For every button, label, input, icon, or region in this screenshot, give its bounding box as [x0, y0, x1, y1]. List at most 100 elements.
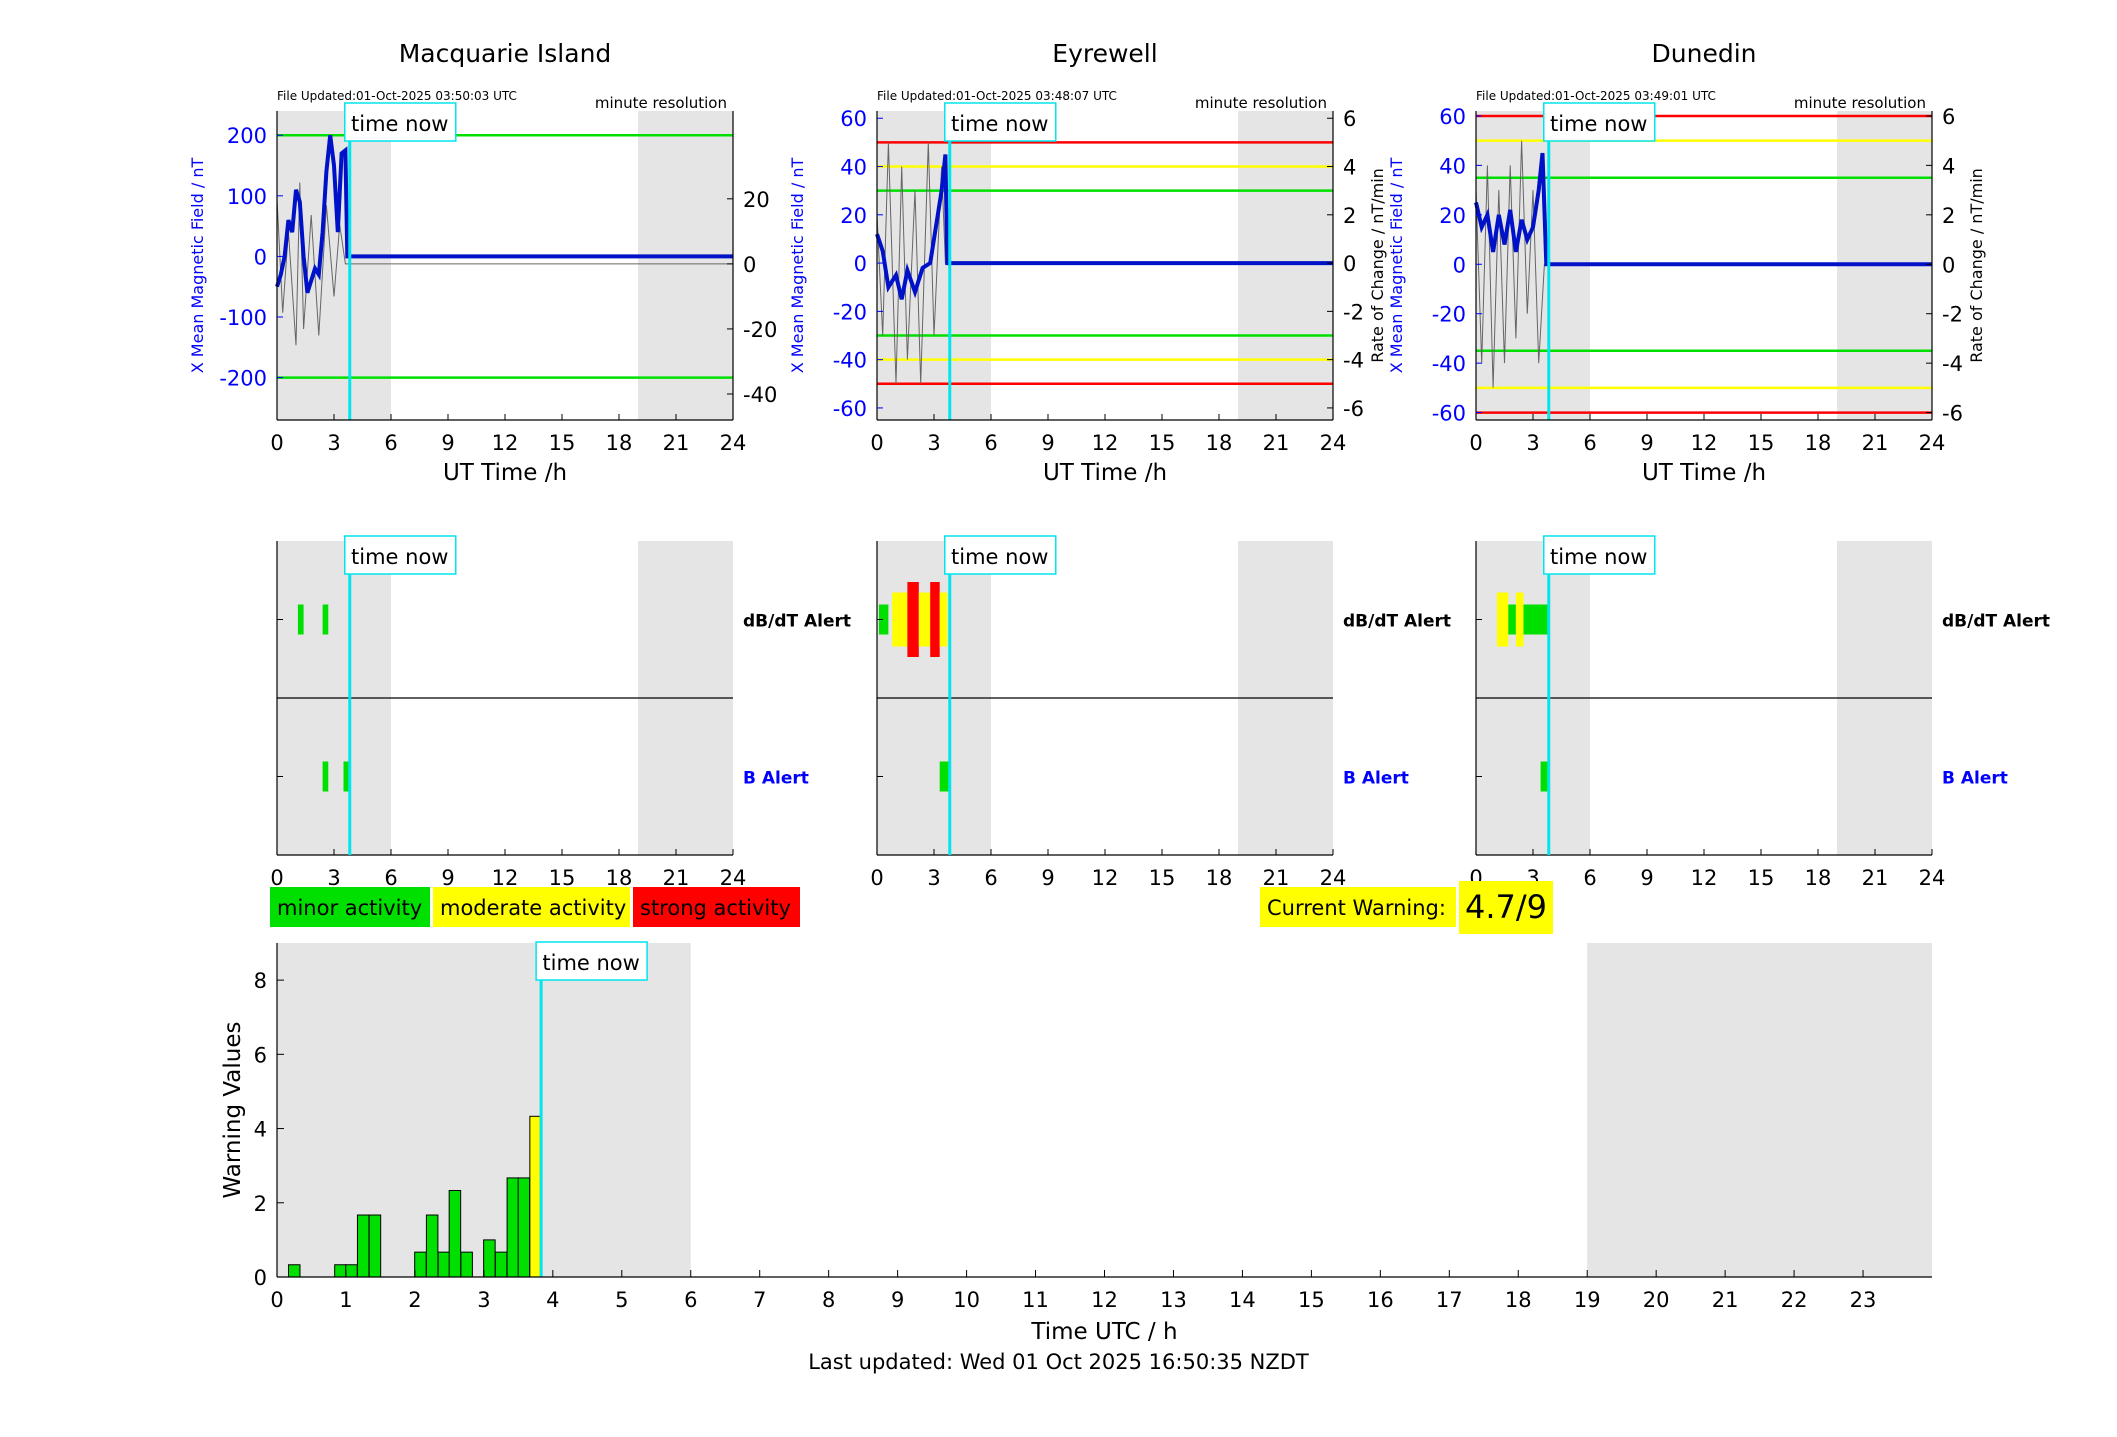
x-tick-label: 6 — [1583, 866, 1596, 890]
warning-bar — [425, 1214, 439, 1278]
right-tick-label: 0 — [1343, 252, 1356, 276]
right-tick-label: -40 — [743, 383, 777, 407]
shaded-region — [877, 111, 991, 420]
x-tick-label: 15 — [1149, 866, 1176, 890]
right-tick-label: 6 — [1343, 107, 1356, 131]
x-tick-label: 0 — [870, 431, 883, 455]
b-alert-bar — [322, 761, 329, 792]
warning-bar — [506, 1177, 520, 1278]
right-tick-label: 2 — [1343, 204, 1356, 228]
right-tick-label: 2 — [1942, 204, 1955, 228]
x-tick-label: 6 — [384, 866, 397, 890]
x-tick-label: 18 — [1805, 866, 1832, 890]
dbdt-alert-bar — [939, 592, 948, 647]
x-tick-label: 14 — [1229, 1288, 1256, 1312]
x-tick-label: 18 — [606, 866, 633, 890]
x-tick-label: 9 — [1640, 431, 1653, 455]
x-tick-label: 8 — [822, 1288, 835, 1312]
warning-bar — [460, 1251, 473, 1278]
b-alert-label: B Alert — [1343, 769, 1409, 789]
dbdt-alert-bar — [918, 592, 931, 647]
station-panel-1: Macquarie Island File Updated:01-Oct-2025… — [188, 39, 777, 486]
dbdt-alert-bar — [1523, 604, 1549, 635]
x-tick-label: 18 — [1505, 1288, 1532, 1312]
x-axis-label: UT Time /h — [1642, 460, 1766, 486]
left-axis-label: X Mean Magnetic Field / nT — [788, 158, 807, 374]
dbdt-alert-label: dB/dT Alert — [1942, 612, 2050, 632]
left-tick-label: 0 — [1453, 253, 1466, 277]
x-tick-label: 0 — [270, 866, 283, 890]
warning-bar — [517, 1177, 531, 1278]
legend-label: minor activity — [277, 896, 422, 920]
right-tick-label: -2 — [1343, 300, 1364, 324]
time-now-box — [344, 102, 457, 142]
rate-of-change-trace — [1475, 140, 1932, 388]
time-now-box — [1543, 102, 1656, 142]
x-tick-label: 0 — [270, 1288, 283, 1312]
left-axis-label: X Mean Magnetic Field / nT — [188, 158, 207, 374]
x-tick-label: 12 — [492, 431, 519, 455]
x-axis-label: Time UTC / h — [1030, 1319, 1177, 1345]
x-tick-label: 3 — [927, 866, 940, 890]
x-tick-label: 1 — [339, 1288, 352, 1312]
time-now-label: time now — [351, 112, 448, 136]
x-tick-label: 21 — [1862, 866, 1889, 890]
b-alert-bar — [343, 761, 351, 792]
x-axis-label: UT Time /h — [443, 460, 567, 486]
left-tick-label: 0 — [854, 252, 867, 276]
current-warning-value-box — [1459, 881, 1553, 934]
dbdt-alert-bar — [907, 582, 919, 657]
warning-bar — [448, 1190, 462, 1278]
left-tick-label: -20 — [1432, 303, 1466, 327]
dbdt-alert-bar — [322, 604, 329, 635]
right-tick-label: 4 — [1942, 154, 1955, 178]
shaded-region — [277, 943, 691, 1277]
y-tick-label: 4 — [254, 1118, 267, 1142]
right-tick-label: 0 — [1942, 253, 1955, 277]
x-tick-label: 21 — [1862, 431, 1889, 455]
rate-of-change-trace — [876, 142, 1333, 384]
x-tick-label: 15 — [1748, 866, 1775, 890]
dbdt-alert-bar — [1508, 604, 1516, 635]
dbdt-alert-bar — [930, 582, 940, 657]
current-warning-label: Current Warning: — [1267, 896, 1446, 920]
y-axis-label: Warning Values — [220, 1021, 246, 1198]
x-tick-label: 24 — [720, 431, 747, 455]
time-now-label: time now — [1550, 112, 1647, 136]
dbdt-alert-bar — [1515, 592, 1524, 647]
time-now-box — [944, 102, 1057, 142]
left-tick-label: 40 — [840, 156, 867, 180]
resolution-text: minute resolution — [1794, 94, 1926, 112]
file-updated-text: File Updated:01-Oct-2025 03:50:03 UTC — [277, 89, 517, 103]
x-tick-label: 4 — [546, 1288, 559, 1312]
right-axis-label: Rate of Change / nT/min — [1368, 168, 1387, 363]
right-tick-label: 6 — [1942, 105, 1955, 129]
right-tick-label: -6 — [1942, 402, 1963, 426]
left-tick-label: 40 — [1439, 154, 1466, 178]
x-tick-label: 21 — [1263, 866, 1290, 890]
x-tick-label: 0 — [870, 866, 883, 890]
field-trace — [875, 154, 1333, 300]
x-tick-label: 6 — [984, 866, 997, 890]
left-tick-label: 60 — [1439, 105, 1466, 129]
x-tick-label: 21 — [1263, 431, 1290, 455]
x-tick-label: 18 — [1805, 431, 1832, 455]
legend-moderate-activity — [433, 887, 630, 927]
legend-minor-activity — [270, 887, 430, 927]
dbdt-alert-label: dB/dT Alert — [1343, 612, 1451, 632]
dbdt-alert-label: dB/dT Alert — [743, 612, 851, 632]
x-tick-label: 9 — [1640, 866, 1653, 890]
left-tick-label: -60 — [1432, 402, 1466, 426]
warning-bar — [368, 1214, 382, 1278]
right-tick-label: 0 — [743, 253, 756, 277]
x-tick-label: 24 — [1320, 866, 1347, 890]
x-tick-label: 6 — [1583, 431, 1596, 455]
x-tick-label: 23 — [1850, 1288, 1877, 1312]
warning-bar — [287, 1264, 301, 1278]
y-tick-label: 0 — [254, 1266, 267, 1290]
x-tick-label: 9 — [1041, 431, 1054, 455]
left-tick-label: -60 — [833, 397, 867, 421]
station-panel-2: Eyrewell File Updated:01-Oct-2025 03:48:0… — [788, 39, 1387, 486]
time-now-box — [944, 535, 1057, 575]
